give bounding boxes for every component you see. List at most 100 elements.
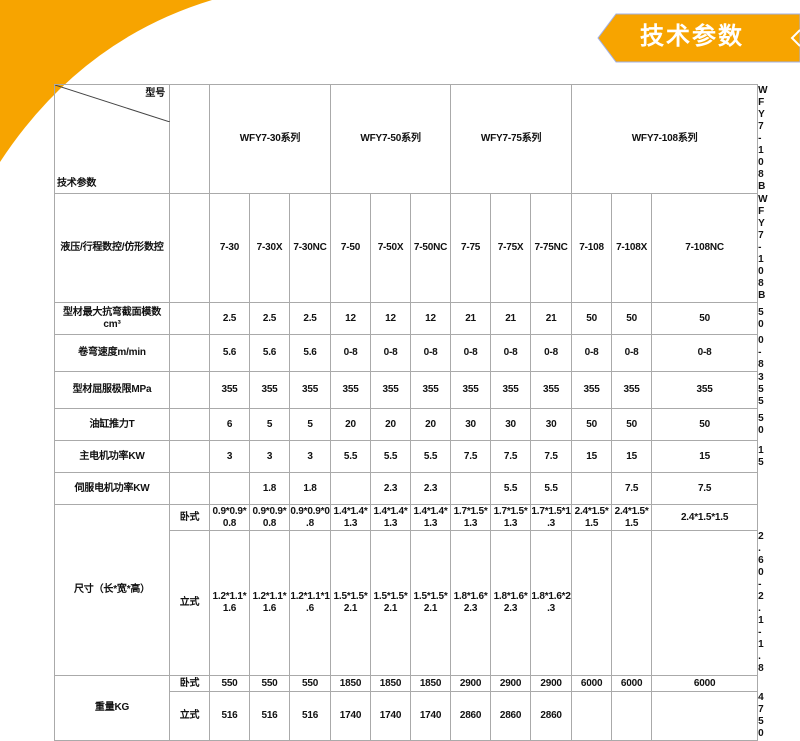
- value-cell: 20: [410, 408, 452, 441]
- value-cell: 0-8: [651, 334, 759, 372]
- value-cell: 5.5: [330, 440, 372, 473]
- value-cell: 2.4*1.5*1.5: [611, 504, 653, 531]
- value-cell: 1.8*1.6*2.3: [490, 530, 532, 676]
- value-cell: 50: [571, 302, 613, 335]
- size-label: 尺寸（长*宽*高）: [54, 504, 170, 676]
- corner-param-label: 技术参数: [57, 178, 97, 189]
- value-cell: 0-8: [571, 334, 613, 372]
- value-cell: 1.8*1.6*2.3: [530, 530, 573, 676]
- empty-cell: [169, 193, 210, 303]
- value-cell: 5.5: [490, 472, 532, 505]
- value-cell: 355: [530, 371, 573, 409]
- value-cell: 1.7*1.5*1.3: [450, 504, 492, 531]
- model-row: 液压/行程数控/仿形数控 7-30 7-30X 7-30NC 7-50 7-50X 7-50…: [54, 193, 767, 303]
- value-cell: 5.5: [370, 440, 412, 473]
- value-cell: 550: [288, 675, 332, 692]
- model-cell: 7-50NC: [410, 193, 452, 303]
- value-cell: 1850: [330, 675, 372, 692]
- row-label: 液压/行程数控/仿形数控: [54, 193, 170, 303]
- value-cell: 12: [370, 302, 412, 335]
- value-cell: 1.2*1.1*1.6: [288, 530, 332, 676]
- model-cell: 7-75: [450, 193, 492, 303]
- value-cell: 6: [209, 408, 250, 441]
- row-label: 油缸推力T: [54, 408, 170, 441]
- value-cell: [209, 472, 250, 505]
- value-cell: 2900: [450, 675, 492, 692]
- value-cell: 2860: [450, 691, 492, 741]
- value-cell: 355: [288, 371, 332, 409]
- value-cell: [611, 530, 653, 676]
- value-cell: 516: [288, 691, 332, 741]
- value-cell: 3: [249, 440, 290, 473]
- value-cell: 50: [611, 408, 653, 441]
- value-cell: 7.5: [450, 440, 492, 473]
- model-cell: 7-30: [209, 193, 250, 303]
- value-cell: 355: [651, 371, 759, 409]
- corner-header: 型号 技术参数: [54, 84, 170, 194]
- value-cell: 550: [249, 675, 290, 692]
- value-cell: 30: [450, 408, 492, 441]
- value-cell: 2.5: [249, 302, 290, 335]
- row-label: 型材最大抗弯截面模数cm³: [54, 302, 170, 335]
- model-cell: 7-30NC: [288, 193, 332, 303]
- value-cell: 1.2*1.1*1.6: [249, 530, 290, 676]
- value-cell: 7.5: [530, 440, 573, 473]
- chevron-left-icon: [790, 29, 800, 47]
- value-cell: 15: [571, 440, 613, 473]
- decorative-orange-curve: [0, 0, 212, 162]
- value-cell: 1.7*1.5*1.3: [530, 504, 573, 531]
- value-cell: 7.5: [490, 440, 532, 473]
- value-cell: [571, 530, 613, 676]
- value-cell: 7.5: [611, 472, 653, 505]
- value-cell: 21: [530, 302, 573, 335]
- empty-cell: [169, 440, 210, 473]
- value-cell: [651, 691, 759, 741]
- value-cell: 1740: [410, 691, 452, 741]
- value-cell: 0-8: [410, 334, 452, 372]
- value-cell: 355: [209, 371, 250, 409]
- value-cell: 355: [249, 371, 290, 409]
- value-cell: 50: [571, 408, 613, 441]
- value-cell: 20: [370, 408, 412, 441]
- value-cell: 50: [651, 408, 759, 441]
- series-header: WFY7-75系列: [450, 84, 573, 194]
- table-row: 型材最大抗弯截面模数cm³ 2.5 2.5 2.5 12 12 12 21 21 21 50 50 50…: [54, 302, 763, 335]
- value-cell: 21: [450, 302, 492, 335]
- value-cell: 2.4*1.5*1.5: [651, 504, 759, 531]
- value-cell: 15: [651, 440, 759, 473]
- value-cell: 355: [490, 371, 532, 409]
- value-cell: 2900: [530, 675, 573, 692]
- model-cell: 7-108: [571, 193, 613, 303]
- value-cell: 1.2*1.1*1.6: [209, 530, 250, 676]
- value-cell: 1.5*1.5*2.1: [330, 530, 372, 676]
- size-type-label: 卧式: [169, 504, 210, 531]
- value-cell: 550: [209, 675, 250, 692]
- value-cell: 12: [330, 302, 372, 335]
- value-cell: 6000: [651, 675, 759, 692]
- value-cell: [450, 472, 492, 505]
- value-cell: 5.5: [410, 440, 452, 473]
- value-cell: 0.9*0.9*0.8: [209, 504, 250, 531]
- size-type-label: 立式: [169, 530, 210, 676]
- value-cell: 21: [490, 302, 532, 335]
- value-cell: 1850: [410, 675, 452, 692]
- diagonal-divider: [55, 85, 170, 122]
- value-cell: 355: [370, 371, 412, 409]
- value-cell: 1.4*1.4*1.3: [410, 504, 452, 531]
- model-cell: 7-108NC: [651, 193, 759, 303]
- value-cell: [571, 472, 613, 505]
- value-cell: 50: [651, 302, 759, 335]
- value-cell: 1850: [370, 675, 412, 692]
- value-cell: 2860: [490, 691, 532, 741]
- series-header: WFY7-108系列: [571, 84, 759, 194]
- value-cell: 15: [611, 440, 653, 473]
- model-cell: 7-75X: [490, 193, 532, 303]
- value-cell: 0-8: [611, 334, 653, 372]
- value-cell: 12: [410, 302, 452, 335]
- value-cell: 7.5: [651, 472, 759, 505]
- value-cell: 1.4*1.4*1.3: [330, 504, 372, 531]
- value-cell: 0-8: [330, 334, 372, 372]
- value-cell: 1740: [370, 691, 412, 741]
- value-cell: 0-8: [490, 334, 532, 372]
- value-cell: [571, 691, 613, 741]
